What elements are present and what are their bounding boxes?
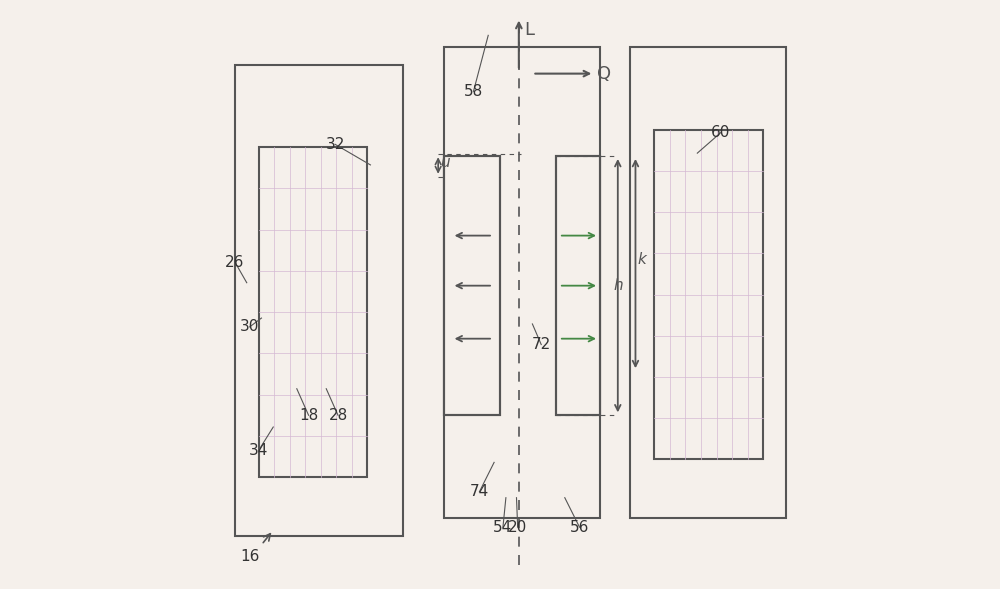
Bar [654, 130, 763, 459]
Text: 72: 72 [532, 337, 551, 352]
Text: 60: 60 [711, 125, 731, 140]
Text: 20: 20 [508, 519, 527, 535]
Bar [556, 156, 600, 415]
Text: 30: 30 [240, 319, 259, 335]
Bar [259, 147, 367, 477]
Text: 18: 18 [299, 408, 318, 423]
Text: 28: 28 [328, 408, 348, 423]
Bar [444, 156, 500, 415]
Bar [444, 47, 600, 518]
Text: u: u [440, 155, 450, 170]
Text: 54: 54 [493, 519, 513, 535]
Text: 26: 26 [225, 254, 245, 270]
Text: 16: 16 [240, 549, 259, 564]
Bar [444, 156, 500, 415]
Bar [235, 65, 403, 536]
Bar [630, 47, 786, 518]
Text: 56: 56 [570, 519, 589, 535]
Text: k: k [637, 252, 646, 267]
Text: 32: 32 [325, 137, 345, 152]
Text: 74: 74 [470, 484, 489, 499]
Text: h: h [613, 278, 623, 293]
Text: 34: 34 [249, 443, 268, 458]
Text: 58: 58 [464, 84, 483, 99]
Text: L: L [525, 21, 535, 39]
Bar [556, 156, 600, 415]
Text: Q: Q [597, 65, 611, 82]
